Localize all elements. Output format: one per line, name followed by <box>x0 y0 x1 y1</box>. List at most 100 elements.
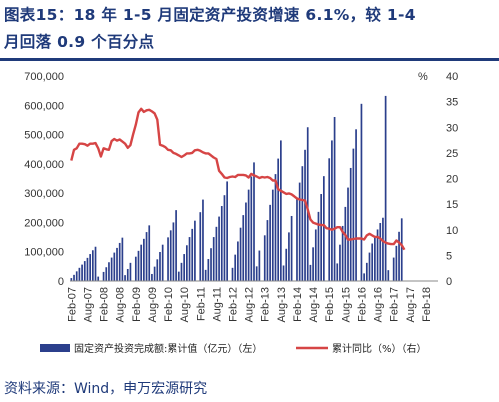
bar <box>355 129 357 281</box>
left-axis-tick-label: 500,000 <box>24 130 64 142</box>
bar <box>212 237 215 281</box>
bar <box>124 275 126 281</box>
bar <box>253 162 255 281</box>
bar <box>398 231 400 281</box>
bar <box>83 261 86 281</box>
x-axis-tick-label: Feb-10 <box>163 287 175 322</box>
bar <box>126 268 129 281</box>
legend-swatch-bars <box>40 344 70 352</box>
bar <box>263 235 266 281</box>
bar <box>336 263 339 281</box>
bar <box>169 230 172 281</box>
bar <box>145 232 148 281</box>
bar <box>129 262 132 281</box>
x-axis-tick-label: Aug-15 <box>340 287 352 322</box>
bar <box>312 247 314 281</box>
x-axis-tick-label: Feb-09 <box>131 287 143 322</box>
right-axis-tick-label: 40 <box>446 71 458 83</box>
x-axis-tick-label: Aug-08 <box>115 287 127 322</box>
bar <box>134 256 137 281</box>
x-axis-tick-label: Aug-10 <box>179 287 191 322</box>
bar <box>304 149 306 281</box>
bar <box>328 158 331 281</box>
x-axis-tick-label: Aug-12 <box>244 287 256 322</box>
bar <box>239 227 242 281</box>
bar <box>210 248 212 281</box>
figure-title-line-2: 月回落 0.9 个百分点 <box>4 33 155 51</box>
x-axis-tick-label: Aug-13 <box>276 287 288 322</box>
bar <box>207 259 210 281</box>
bar <box>143 238 145 281</box>
left-axis-tick-label: 600,000 <box>24 100 64 112</box>
left-axis: 0 100,000 200,000 300,000 400,000 500,000 600,… <box>24 71 64 288</box>
x-axis-tick-label: Feb-08 <box>99 287 111 322</box>
bar <box>218 216 220 281</box>
right-axis-tick-label: 0 <box>446 276 452 288</box>
bar <box>102 271 105 281</box>
bar <box>368 252 371 281</box>
bar <box>245 202 247 281</box>
bar <box>400 218 403 281</box>
x-axis-tick-label: Feb-18 <box>421 287 433 322</box>
bar <box>365 262 368 281</box>
x-axis-tick-label: Feb-12 <box>228 287 240 322</box>
bar <box>73 274 75 281</box>
bar <box>94 246 97 281</box>
bar <box>204 269 207 281</box>
bar <box>75 271 78 281</box>
bar <box>274 174 277 281</box>
x-axis-ticks: Feb-07 Aug-07 Feb-08 Aug-08 Feb-09 Aug-09 Feb-… <box>66 287 433 322</box>
right-axis: 0 5 10 15 20 25 30 35 40 <box>446 71 458 288</box>
bar <box>320 194 323 281</box>
legend-label-line: 累计同比（%）（右） <box>332 342 427 355</box>
bar <box>387 270 390 281</box>
right-axis-tick-label: 20 <box>446 174 458 186</box>
bar <box>255 266 258 281</box>
right-axis-tick-label: 10 <box>446 225 458 237</box>
figure-title: 图表15：18 年 1-5 月固定资产投资增速 6.1%，较 1-4 月回落 0… <box>4 2 496 56</box>
x-axis-tick-label: Aug-17 <box>405 287 417 322</box>
bar <box>322 176 325 281</box>
right-axis-tick-label: 25 <box>446 148 458 160</box>
bar <box>177 271 180 281</box>
bar <box>113 252 116 281</box>
bar <box>298 182 301 281</box>
chart: 0 100,000 200,000 300,000 400,000 500,000 600,… <box>24 71 458 355</box>
bar <box>81 264 83 281</box>
bar <box>247 189 250 281</box>
bar <box>156 259 159 281</box>
bar <box>395 245 398 281</box>
bar <box>180 262 183 281</box>
bar <box>296 199 298 281</box>
bar <box>121 237 124 281</box>
right-axis-tick-label: 5 <box>446 250 452 262</box>
bar <box>215 226 218 281</box>
bar <box>231 267 234 281</box>
x-axis-tick-label: Feb-14 <box>292 287 304 322</box>
x-axis-tick-label: Aug-07 <box>82 287 94 322</box>
bar <box>269 204 271 281</box>
bar <box>306 127 309 281</box>
x-axis-tick-label: Feb-11 <box>195 287 207 321</box>
bar <box>382 217 384 281</box>
bar <box>223 195 226 281</box>
bar <box>78 267 81 281</box>
bar <box>70 278 73 281</box>
left-axis-tick-label: 700,000 <box>24 71 64 83</box>
bar <box>89 254 91 281</box>
figure-title-line-1: 图表15：18 年 1-5 月固定资产投资增速 6.1%，较 1-4 <box>4 6 416 24</box>
bar <box>191 228 194 281</box>
bar <box>309 264 312 281</box>
bar <box>118 242 121 281</box>
x-axis-tick-label: Aug-11 <box>211 287 223 322</box>
x-axis-tick-label: Feb-07 <box>66 287 78 322</box>
bar <box>352 148 355 281</box>
bar <box>105 267 108 281</box>
bar <box>153 266 156 281</box>
bar <box>108 262 110 281</box>
bar <box>376 229 379 281</box>
bar <box>317 211 320 281</box>
bar <box>188 237 191 281</box>
bar <box>285 248 288 281</box>
bar <box>185 245 188 281</box>
